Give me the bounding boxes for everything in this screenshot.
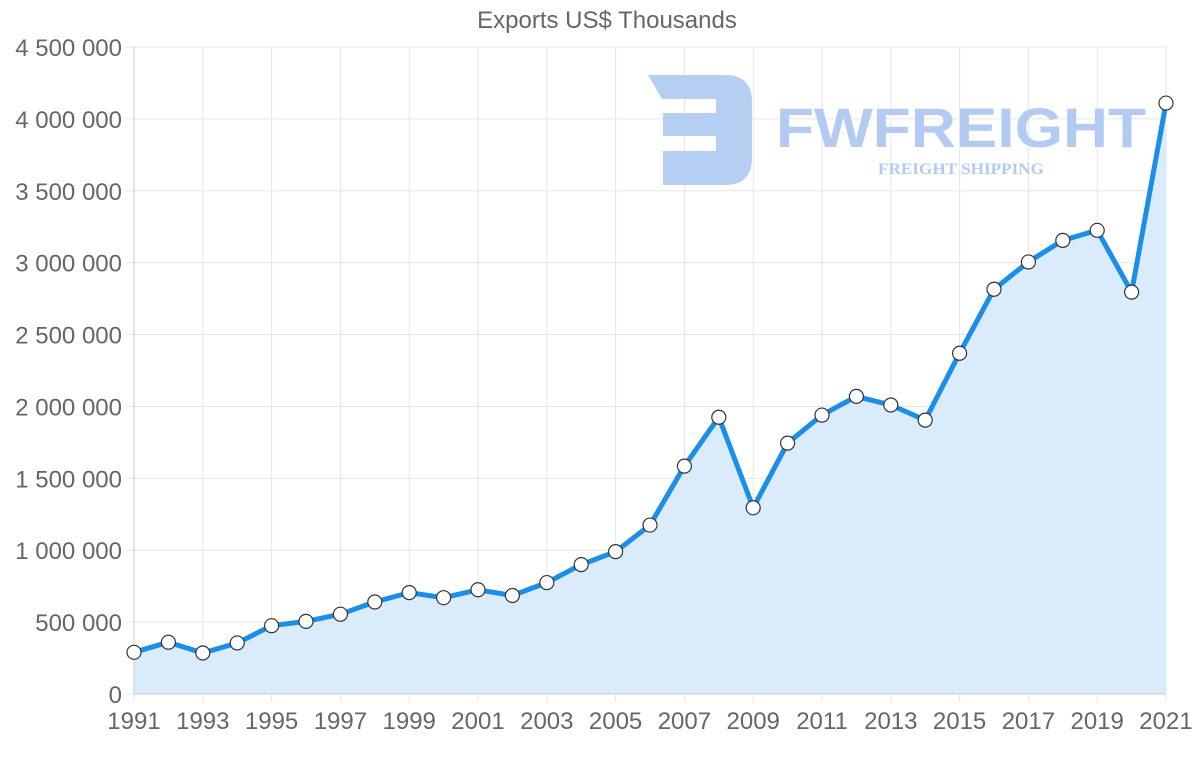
data-point[interactable] <box>1055 232 1071 248</box>
data-point[interactable] <box>814 407 830 423</box>
y-tick-label: 2 000 000 <box>15 394 122 421</box>
watermark-brand: FWFREIGHT <box>776 96 1146 159</box>
y-axis-ticks: 0 500 000 1 000 000 1 500 000 2 000 000 2 500… <box>15 35 122 709</box>
data-point[interactable] <box>264 618 280 634</box>
data-point[interactable] <box>607 544 624 560</box>
data-point[interactable] <box>539 574 555 591</box>
y-tick-label: 500 000 <box>35 610 122 637</box>
data-point[interactable] <box>1020 254 1037 270</box>
x-tick-label: 2017 <box>1002 708 1055 735</box>
x-tick-label: 2021 <box>1139 708 1192 735</box>
data-point[interactable] <box>298 613 314 629</box>
data-point[interactable] <box>332 606 348 622</box>
x-tick-label: 2009 <box>727 708 780 735</box>
y-tick-label: 3 500 000 <box>15 179 122 206</box>
data-point[interactable] <box>745 500 761 516</box>
y-tick-label: 4 000 000 <box>15 107 122 134</box>
area-fill <box>134 103 1166 695</box>
watermark-tagline: FREIGHT SHIPPING <box>878 161 1045 178</box>
data-point[interactable] <box>573 556 589 573</box>
data-point[interactable] <box>126 644 142 660</box>
x-tick-label: 2013 <box>864 708 917 735</box>
data-point[interactable] <box>229 635 245 651</box>
data-point[interactable] <box>917 412 933 428</box>
data-point[interactable] <box>1158 95 1174 111</box>
data-point[interactable] <box>986 281 1002 297</box>
axes <box>133 47 1166 695</box>
data-point[interactable] <box>848 388 865 404</box>
data-point[interactable] <box>504 587 521 604</box>
data-point[interactable] <box>642 517 658 533</box>
y-tick-label: 1 000 000 <box>15 538 122 565</box>
data-point[interactable] <box>779 435 796 451</box>
logo-mark-icon <box>648 75 752 185</box>
data-point[interactable] <box>367 594 383 610</box>
data-point[interactable] <box>436 590 452 606</box>
x-tick-label: 2003 <box>520 708 573 735</box>
x-tick-label: 2005 <box>589 708 642 735</box>
chart-title: Exports US$ Thousands <box>477 7 737 34</box>
y-tick-label: 2 500 000 <box>15 323 122 350</box>
y-tick-label: 0 <box>109 682 122 709</box>
data-point[interactable] <box>160 634 176 650</box>
data-point[interactable] <box>401 585 417 601</box>
x-tick-label: 1993 <box>176 708 229 735</box>
fwfreight-watermark-logo: FWFREIGHT FREIGHT SHIPPING <box>648 75 1146 185</box>
data-point[interactable] <box>1089 222 1105 238</box>
data-point[interactable] <box>470 582 486 598</box>
x-tick-label: 2019 <box>1071 708 1124 735</box>
data-point[interactable] <box>711 409 727 425</box>
data-point[interactable] <box>1123 284 1140 300</box>
x-tick-label: 2007 <box>658 708 711 735</box>
x-axis-ticks: 1991 1993 1995 1997 1999 2001 2003 2005 2007 2009… <box>107 708 1192 735</box>
x-tick-label: 1999 <box>383 708 436 735</box>
y-tick-label: 1 500 000 <box>15 466 122 493</box>
y-tick-label: 3 000 000 <box>15 251 122 278</box>
y-tick-label: 4 500 000 <box>15 35 122 62</box>
data-point[interactable] <box>883 397 899 413</box>
x-tick-label: 2001 <box>451 708 504 735</box>
data-points <box>126 95 1174 661</box>
data-point[interactable] <box>195 645 211 661</box>
x-tick-label: 1997 <box>314 708 367 735</box>
x-tick-label: 2011 <box>796 708 848 735</box>
x-tick-label: 1991 <box>107 708 160 735</box>
x-tick-label: 2015 <box>933 708 986 735</box>
data-point[interactable] <box>951 345 968 361</box>
data-point[interactable] <box>676 458 693 474</box>
x-tick-label: 1995 <box>245 708 298 735</box>
